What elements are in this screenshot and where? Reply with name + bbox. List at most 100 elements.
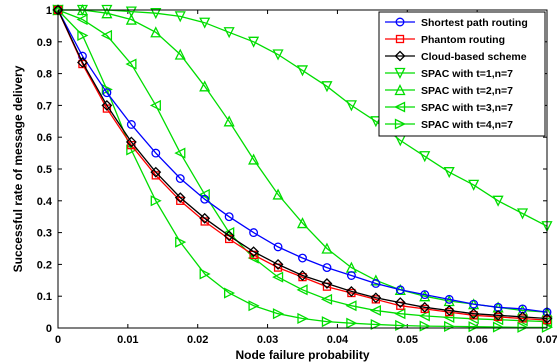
data-point [248, 153, 260, 165]
data-point [394, 297, 406, 308]
data-point [273, 242, 283, 252]
data-point [223, 115, 235, 127]
data-point [125, 13, 137, 25]
data-point [224, 212, 234, 222]
y-tick-label: 0.6 [37, 132, 52, 144]
x-tick-label: 0.04 [327, 334, 349, 346]
data-point [101, 99, 113, 111]
y-tick-label: 0.8 [37, 69, 52, 81]
legend-item: SPAC with t=3,n=7 [385, 101, 513, 114]
data-point [370, 116, 382, 128]
data-point [101, 7, 113, 19]
data-point [468, 308, 480, 320]
legend-marker [394, 101, 406, 113]
data-point [296, 284, 308, 296]
data-point [346, 317, 358, 329]
legend-marker [395, 34, 405, 44]
data-point [492, 309, 504, 321]
data-point [199, 212, 211, 224]
legend: Shortest path routing Phantom routing Clou… [378, 11, 546, 137]
legend-item: SPAC with t=2,n=7 [385, 84, 513, 97]
data-point [370, 292, 382, 304]
data-point [468, 179, 480, 191]
data-point [174, 48, 186, 60]
x-tick-label: 0.07 [536, 334, 557, 346]
series-line [58, 9, 548, 227]
data-point [469, 299, 479, 309]
legend-item: SPAC with t=1,n=7 [385, 67, 513, 80]
data-point [175, 236, 187, 248]
data-point [174, 11, 186, 23]
series-4 [52, 4, 553, 233]
series-line [57, 9, 548, 323]
legend-label: Shortest path routing [421, 17, 528, 29]
data-point [248, 246, 260, 258]
x-tick-label: 0 [55, 334, 61, 346]
x-tick-label: 0.05 [397, 334, 418, 346]
data-point [151, 148, 161, 158]
data-point [370, 318, 382, 331]
data-point [149, 99, 161, 111]
legend-label: Phantom routing [421, 34, 505, 46]
data-point [174, 147, 186, 159]
legend-marker [395, 17, 405, 27]
legend-label: SPAC with t=2,n=7 [421, 85, 513, 97]
series-line [57, 9, 548, 321]
series-1 [53, 5, 552, 317]
data-point [371, 279, 381, 288]
data-point [272, 188, 284, 200]
legend-item: Cloud-based scheme [385, 50, 527, 63]
data-point [296, 65, 309, 77]
data-point [77, 57, 88, 68]
data-point [322, 263, 332, 273]
y-tick-label: 0.4 [37, 196, 53, 208]
data-point [199, 17, 211, 29]
data-point [223, 287, 236, 299]
data-point [468, 321, 480, 333]
data-point [321, 242, 333, 254]
data-point [125, 136, 137, 148]
y-tick-label: 0 [46, 323, 52, 335]
y-tick-label: 0.3 [37, 228, 52, 240]
data-point [150, 166, 162, 178]
data-point [102, 88, 112, 98]
data-point [199, 268, 211, 280]
data-point [249, 228, 259, 238]
data-point [296, 217, 309, 229]
data-point [298, 253, 307, 263]
data-point [248, 300, 260, 312]
data-point [175, 174, 185, 183]
legend-marker [394, 118, 406, 130]
data-point [369, 304, 382, 317]
y-tick-label: 0.5 [37, 164, 52, 176]
data-point [321, 278, 333, 289]
data-point [272, 308, 285, 320]
data-point [125, 58, 137, 70]
legend-marker [394, 67, 406, 79]
x-tick-label: 0.02 [187, 334, 208, 346]
data-point [100, 29, 113, 41]
data-point [444, 294, 454, 304]
legend-item: Shortest path routing [385, 17, 528, 29]
data-point [248, 36, 260, 48]
data-point [320, 293, 333, 305]
y-tick-label: 0.7 [37, 100, 52, 112]
series-line [57, 9, 547, 329]
data-point [444, 320, 456, 332]
data-point [297, 270, 308, 281]
data-point [272, 271, 284, 283]
legend-item: Phantom routing [385, 34, 505, 46]
data-point [174, 192, 186, 204]
legend-label: Cloud-based scheme [421, 51, 527, 63]
data-point [223, 230, 235, 242]
x-tick-label: 0.01 [117, 334, 138, 346]
series-line [57, 9, 548, 320]
data-point [419, 151, 431, 163]
data-point [297, 312, 309, 325]
data-point [150, 8, 162, 20]
data-point [223, 27, 235, 39]
data-point [420, 290, 430, 300]
data-point [345, 286, 357, 297]
y-tick-label: 0.2 [37, 259, 52, 271]
